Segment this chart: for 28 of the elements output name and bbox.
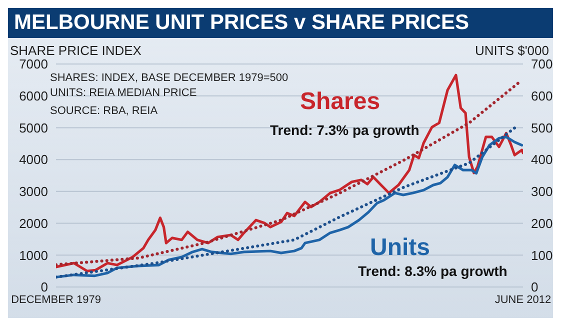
y2-tick-label: 0 — [531, 280, 538, 295]
annotation: SHARES: INDEX, BASE DECEMBER 1979=500 — [50, 71, 288, 86]
y-tick-label: 2000 — [19, 216, 48, 231]
annotation: Trend: 7.3% pa growth — [270, 122, 420, 138]
y2-tick-label: 700 — [531, 56, 553, 72]
x-tick-label: JUNE 2012 — [494, 294, 552, 306]
y-tick-label: 0 — [40, 280, 48, 295]
y2-tick-label: 100 — [531, 248, 553, 263]
annotation: SOURCE: RBA, REIA — [50, 104, 159, 119]
y2-axis-title: UNITS $'000 — [474, 43, 549, 58]
y-tick-label: 1000 — [19, 248, 48, 263]
y-tick-label: 4000 — [19, 152, 48, 168]
annotation: Trend: 8.3% pa growth — [358, 263, 508, 279]
chart-title: MELBOURNE UNIT PRICES v SHARE PRICES — [8, 8, 553, 38]
y-axis-title: SHARE PRICE INDEX — [10, 43, 142, 58]
y2-tick-label: 300 — [531, 184, 553, 200]
series-label: Units — [370, 234, 430, 262]
y-tick-label: 6000 — [19, 88, 48, 104]
y2-tick-label: 400 — [531, 152, 553, 168]
y-tick-label: 5000 — [19, 120, 48, 136]
y-tick-label: 7000 — [19, 56, 48, 72]
y2-tick-label: 500 — [531, 120, 553, 136]
text: Shares — [300, 88, 380, 116]
x-tick-label: DECEMBER 1979 — [11, 294, 101, 306]
y2-tick-label: 600 — [531, 88, 553, 104]
y-tick-label: 3000 — [19, 184, 48, 200]
annotation: UNITS: REIA MEDIAN PRICE — [50, 86, 198, 101]
y2-tick-label: 200 — [531, 216, 553, 231]
